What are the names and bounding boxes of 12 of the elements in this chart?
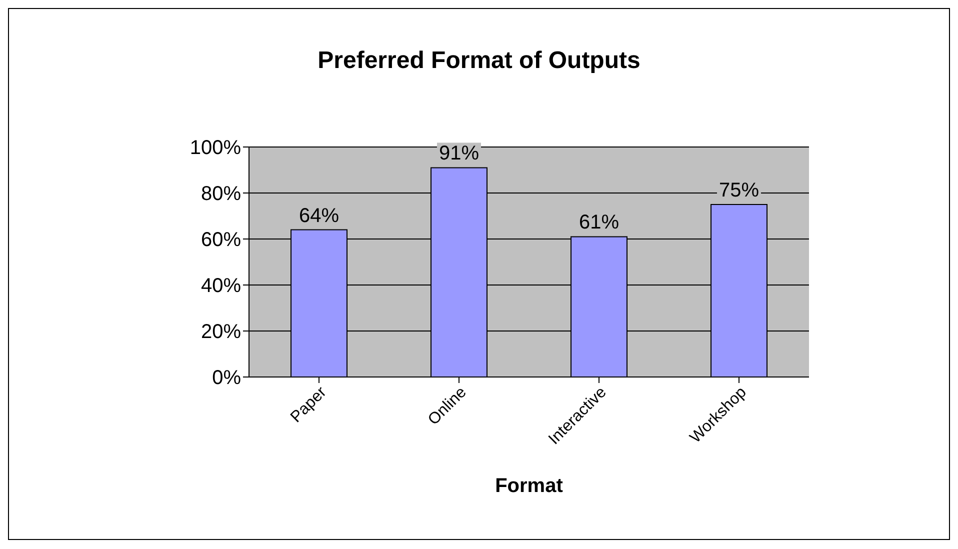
y-tick-label: 80% [200,183,242,206]
y-tick-label: 0% [212,367,242,390]
y-tick-label: 100% [190,137,242,160]
data-label: 64% [298,204,340,227]
data-label: 61% [578,212,620,234]
chart-title: Preferred Format of Outputs [316,47,642,75]
y-tick-label: 60% [200,229,242,252]
y-tick-label: 40% [200,275,242,298]
x-axis-title: Format [494,475,564,498]
data-label: 91% [438,142,480,165]
y-tick-label: 20% [200,321,242,344]
data-label: 75% [718,180,760,202]
